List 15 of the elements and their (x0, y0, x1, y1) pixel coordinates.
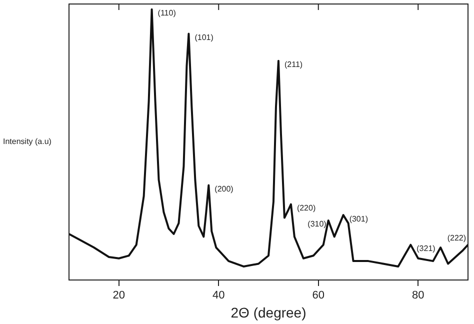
annotation: (222) (447, 234, 466, 243)
x-tick-label: 20 (112, 290, 125, 302)
x-tick-label: 60 (312, 290, 324, 302)
annotation: (101) (194, 32, 214, 42)
y-axis-title: Intensity (a.u) (3, 137, 52, 146)
x-tick-label: 80 (412, 290, 424, 302)
annotation: (220) (296, 203, 316, 212)
x-axis-title: 2Θ (degree) (230, 304, 306, 320)
annotation: (310) (308, 220, 327, 229)
annotation: (321) (416, 244, 436, 254)
x-tick-label: 40 (212, 290, 225, 302)
annotation: (110) (158, 8, 176, 18)
annotation: (301) (349, 214, 368, 224)
annotation: (200) (214, 184, 234, 194)
annotation: (211) (284, 60, 303, 70)
